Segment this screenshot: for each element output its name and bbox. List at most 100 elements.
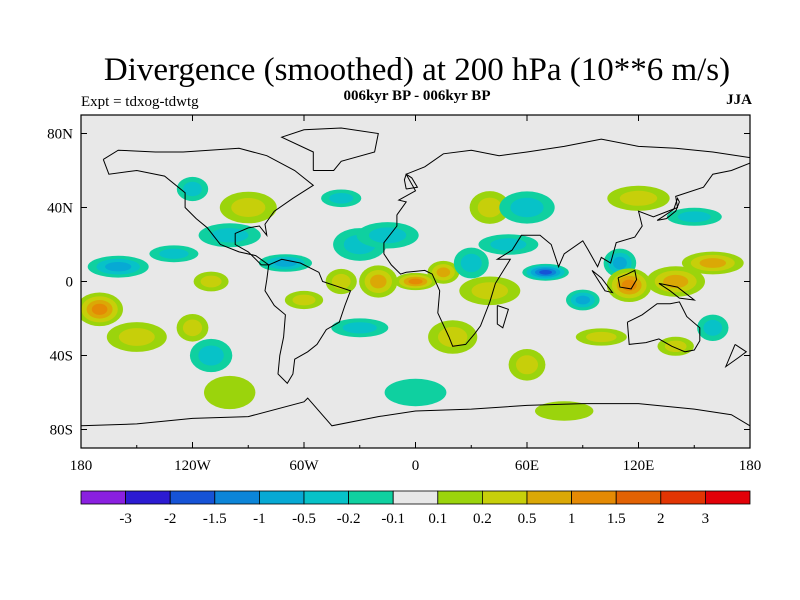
- colorbar-label: 0.1: [428, 511, 447, 527]
- x-tick-label: 120E: [623, 458, 655, 474]
- divergence-contour: [699, 258, 726, 268]
- colorbar-label: 3: [702, 511, 710, 527]
- experiment-label: Expt = tdxog-tdwtg: [81, 94, 199, 110]
- coastline-madagascar: [496, 305, 510, 329]
- x-tick-label: 180: [70, 458, 93, 474]
- colorbar-box: [169, 490, 216, 505]
- colorbar-label: 1.5: [607, 511, 626, 527]
- divergence-contour: [516, 355, 538, 375]
- colorbar-label: -1.5: [203, 511, 227, 527]
- divergence-contour: [621, 279, 637, 291]
- y-tick-label: 40N: [47, 201, 73, 217]
- divergence-contour: [575, 295, 590, 305]
- colorbar-box: [705, 490, 751, 505]
- divergence-contour: [490, 238, 527, 251]
- divergence-contour: [105, 262, 132, 272]
- divergence-contour: [471, 282, 509, 300]
- x-tick-label: 120W: [174, 458, 212, 474]
- colorbar: -3 -2 -1.5 -1 -0.5 -0.2 -0.1 0.1 0.2 0.5 1 1.5 2 3: [80, 490, 751, 527]
- divergence-contour: [384, 378, 447, 407]
- divergence-contour: [200, 275, 222, 288]
- divergence-contour: [368, 227, 407, 244]
- divergence-contour: [91, 303, 108, 315]
- colorbar-label: -0.2: [337, 511, 361, 527]
- map-title: Divergence (smoothed) at 200 hPa (10**6 …: [103, 52, 731, 88]
- divergence-contour: [331, 273, 351, 290]
- map-area: [80, 114, 751, 449]
- divergence-contour: [118, 328, 155, 346]
- divergence-contour: [198, 345, 224, 366]
- x-tick-label: 60E: [515, 458, 539, 474]
- colorbar-box: [437, 490, 483, 505]
- divergence-field: [81, 176, 744, 421]
- colorbar-label: 0.5: [518, 511, 537, 527]
- coastline-new-guinea: [658, 282, 697, 301]
- divergence-contour: [204, 375, 256, 410]
- coastline-eurasia-africa: [383, 138, 750, 347]
- y-tick-label: 40S: [50, 349, 73, 365]
- divergence-contour: [342, 322, 377, 334]
- colorbar-box: [481, 490, 528, 505]
- colorbar-box: [80, 490, 126, 505]
- colorbar-box: [660, 490, 706, 505]
- colorbar-box: [258, 490, 305, 505]
- coastline-greenland: [280, 127, 379, 171]
- colorbar-box: [214, 490, 260, 505]
- colorbar-box: [348, 490, 394, 505]
- coastline-japan: [656, 197, 680, 221]
- colorbar-box: [571, 490, 617, 505]
- divergence-contour: [612, 256, 627, 270]
- divergence-contour: [535, 401, 594, 421]
- x-tick-label: 60W: [289, 458, 319, 474]
- divergence-contour: [438, 326, 468, 348]
- colorbar-label: 1: [568, 511, 576, 527]
- divergence-contour: [231, 198, 266, 217]
- coastline-south-america: [264, 258, 352, 385]
- divergence-contour: [329, 193, 354, 204]
- divergence-contour: [292, 294, 316, 306]
- y-tick-label: 80S: [50, 423, 73, 439]
- colorbar-box: [392, 490, 439, 505]
- divergence-contour: [182, 319, 203, 337]
- divergence-contour: [460, 253, 482, 273]
- coastlines: [81, 127, 750, 427]
- season-label: JJA: [726, 92, 752, 108]
- colorbar-box: [303, 490, 349, 505]
- y-axis: 80N 40N 0 40S 80S: [47, 127, 750, 439]
- divergence-contour: [159, 248, 189, 259]
- map-subtitle: 006kyr BP - 006kyr BP: [343, 88, 491, 104]
- colorbar-label: -0.5: [292, 511, 316, 527]
- divergence-contour: [664, 340, 687, 352]
- colorbar-label: -0.1: [381, 511, 405, 527]
- divergence-contour: [183, 181, 202, 197]
- coastline-north-america: [102, 147, 315, 266]
- colorbar-label: 2: [657, 511, 665, 527]
- divergence-contour: [677, 211, 711, 223]
- divergence-contour: [370, 274, 387, 289]
- colorbar-label: 0.2: [473, 511, 492, 527]
- colorbar-label: -2: [164, 511, 177, 527]
- colorbar-box: [615, 490, 662, 505]
- colorbar-box: [526, 490, 572, 505]
- coastline-australia: [626, 301, 701, 353]
- colorbar-box: [125, 490, 171, 505]
- divergence-contour: [436, 267, 451, 278]
- x-tick-label: 180: [739, 458, 762, 474]
- coastline-antarctica: [81, 397, 750, 427]
- divergence-contour: [510, 197, 544, 218]
- coastline-uk: [403, 173, 419, 190]
- divergence-contour: [586, 331, 617, 343]
- y-tick-label: 80N: [47, 127, 73, 143]
- y-tick-label: 0: [66, 275, 74, 291]
- divergence-contour: [703, 319, 723, 336]
- divergence-contour: [619, 190, 658, 206]
- coastline-borneo: [617, 269, 638, 290]
- divergence-contour: [408, 278, 423, 285]
- x-tick-label: 0: [412, 458, 420, 474]
- colorbar-label: -1: [253, 511, 266, 527]
- divergence-contour: [539, 270, 552, 275]
- divergence-contour: [477, 197, 502, 218]
- coastline-sumatra: [591, 270, 614, 294]
- x-axis: 180 120W 60W 0 60E 120E 180: [70, 115, 762, 474]
